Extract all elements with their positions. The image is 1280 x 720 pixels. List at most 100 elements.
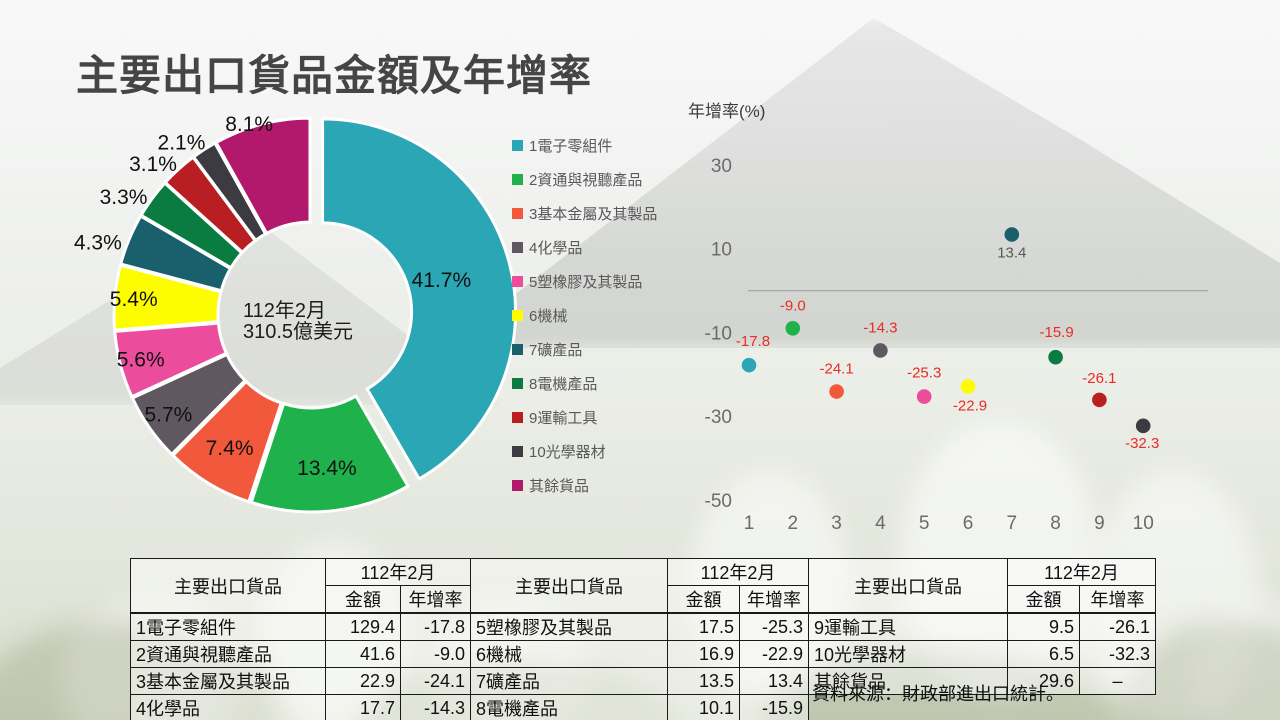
legend-label: 4化學品	[529, 239, 583, 257]
legend-item: 2資通與視聽產品	[512, 169, 657, 189]
legend-item: 10光學器材	[512, 441, 657, 461]
export-table: 主要出口貨品 112年2月 金額 年增率 1電子零組件 129.4 -17.8 2資通與視聽產…	[130, 558, 471, 720]
table-row: 2資通與視聽產品 41.6 -9.0	[130, 640, 471, 668]
cell-category: 7礦產品	[470, 667, 668, 695]
col-header-name: 主要出口貨品	[808, 558, 1008, 614]
legend-swatch-icon	[512, 377, 523, 389]
cell-amount: 10.1	[667, 694, 740, 720]
cell-category: 1電子零組件	[130, 612, 326, 641]
x-axis-tick: 7	[1007, 513, 1018, 534]
table-row: 其餘貨品 29.6–	[808, 667, 1156, 695]
table-row: 4化學品 17.7 -14.3	[130, 694, 471, 720]
cell-category: 9運輸工具	[808, 612, 1008, 641]
x-axis-tick: 9	[1094, 513, 1105, 534]
scatter-point	[829, 384, 844, 399]
scatter-point-label: -24.1	[819, 361, 853, 378]
cell-amount: 29.6	[1007, 667, 1080, 695]
cell-amount: 129.4	[325, 612, 401, 641]
scatter-point-label: -32.3	[1125, 435, 1159, 452]
col-header-period: 112年2月	[325, 558, 471, 586]
x-axis-tick: 3	[831, 513, 842, 534]
legend-swatch-icon	[512, 479, 523, 491]
scatter-point	[1004, 227, 1020, 242]
scatter-point-label: -15.9	[1039, 324, 1073, 341]
cell-category: 其餘貨品	[808, 667, 1008, 695]
table-header: 主要出口貨品 112年2月 金額 年增率	[130, 558, 471, 614]
legend-swatch-icon	[512, 275, 523, 287]
pie-slice-label: 41.7%	[412, 269, 472, 292]
y-axis-tick: 30	[711, 156, 732, 177]
pie-slice-label: 13.4%	[297, 457, 357, 480]
pie-slice	[213, 116, 312, 236]
donut-chart: 41.7% 13.4% 7.4% 5.7% 5.6% 5.4% 4.3% 3.3% 3.1%2.…	[74, 113, 518, 514]
cell-yoy: -14.3	[400, 694, 471, 720]
col-header-period: 112年2月	[667, 558, 809, 586]
cell-category: 2資通與視聽產品	[130, 640, 326, 668]
table-row: 6機械 16.9 -22.9	[470, 640, 809, 668]
donut-center-label: 112年2月	[243, 299, 326, 322]
legend-item: 5塑橡膠及其製品	[512, 271, 657, 291]
cell-category: 6機械	[470, 640, 668, 668]
scatter-point	[1092, 392, 1107, 408]
legend-item: 9運輸工具	[512, 407, 657, 427]
x-axis-tick: 2	[788, 513, 799, 534]
table-row: 8電機產品 10.1 -15.9	[470, 694, 809, 720]
cell-yoy: -25.3	[739, 612, 809, 641]
cell-amount: 22.9	[325, 667, 401, 695]
x-axis-tick: 8	[1050, 513, 1061, 534]
y-axis-tick: -50	[705, 491, 732, 512]
pie-slice	[321, 117, 518, 482]
col-header-yoy: 年增率	[400, 585, 471, 614]
col-header-yoy: 年增率	[1079, 585, 1156, 614]
legend-swatch-icon	[512, 411, 523, 423]
y-axis-title: 年增率(%)	[688, 102, 765, 121]
background-flower	[1190, 600, 1280, 720]
col-header-name: 主要出口貨品	[470, 558, 668, 614]
scatter-point	[960, 379, 976, 394]
scatter-point-label: -26.1	[1082, 370, 1116, 387]
source-note: 資料來源：財政部進出口統計。	[812, 684, 1064, 704]
scatter-point	[1048, 349, 1063, 365]
x-axis-tick: 1	[744, 513, 755, 534]
legend-item: 8電機產品	[512, 373, 657, 393]
legend-item: 7礦產品	[512, 339, 657, 359]
table-row: 9運輸工具 9.5 -26.1	[808, 612, 1156, 641]
legend-item: 4化學品	[512, 237, 657, 257]
table-row: 3基本金屬及其製品 22.9 -24.1	[130, 667, 471, 695]
legend-label: 2資通與視聽產品	[529, 171, 643, 189]
table-row: 7礦產品 13.5 13.4	[470, 667, 809, 695]
y-axis-tick: -30	[705, 407, 732, 428]
legend-label: 其餘貨品	[529, 477, 590, 495]
pie-slice-label: 8.1%	[225, 113, 273, 136]
cell-amount: 13.5	[667, 667, 740, 695]
scatter-point-label: -14.3	[863, 319, 897, 336]
legend-label: 3基本金屬及其製品	[529, 205, 658, 223]
pie-slice-label: 5.6%	[117, 349, 165, 372]
scatter-point	[873, 343, 888, 358]
pie-slice-label: 3.3%	[100, 186, 148, 209]
x-axis-tick: 6	[963, 513, 974, 534]
legend-swatch-icon	[512, 241, 523, 253]
cell-amount: 41.6	[325, 640, 401, 668]
scatter-point-label: -22.9	[953, 397, 987, 414]
col-header-period: 112年2月	[1007, 558, 1156, 586]
x-axis-tick: 4	[875, 513, 886, 534]
scatter-point-label: -25.3	[907, 365, 941, 382]
cell-amount: 16.9	[667, 640, 740, 668]
cell-yoy: 13.4	[739, 667, 809, 695]
pie-slice-label: 5.4%	[110, 288, 158, 311]
x-axis-tick: 5	[919, 513, 930, 534]
cell-yoy: -24.1	[400, 667, 471, 695]
legend-swatch-icon	[512, 207, 523, 219]
legend-swatch-icon	[512, 309, 523, 321]
y-axis-tick: -10	[705, 323, 732, 344]
cell-category: 3基本金屬及其製品	[130, 667, 326, 695]
pie-slice-label: 5.7%	[144, 404, 192, 427]
col-header-name: 主要出口貨品	[130, 558, 326, 614]
col-header-yoy: 年增率	[739, 585, 809, 614]
cell-category: 10光學器材	[808, 640, 1008, 668]
legend-label: 5塑橡膠及其製品	[529, 273, 643, 291]
pie-slice	[170, 379, 284, 504]
scatter-point	[916, 389, 932, 404]
legend-swatch-icon	[512, 343, 523, 355]
